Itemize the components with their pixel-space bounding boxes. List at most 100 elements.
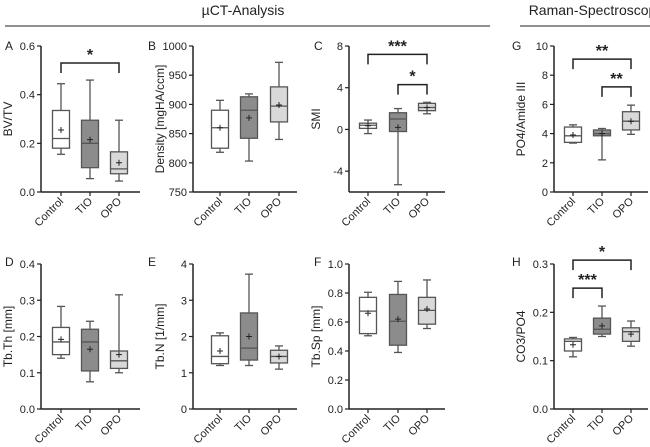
section-title-raman: Raman-Spectroscopy [529,2,650,18]
y-tick-label: 0.6 [20,41,35,53]
y-tick-label: 1000 [163,41,187,53]
panel-f: F 0.0 0.2 0.4 0.6 0.8 1.0 Tb.Sp [mm] Control TIO O… [309,255,445,446]
x-tick-label: TIO [233,412,255,434]
x-tick-label: TIO [382,412,404,434]
x-tick-label: OPO [258,412,284,438]
box-control [563,336,583,358]
y-axis-label: PO4/Amide III [514,82,528,157]
y-tick-label: 6 [542,99,548,111]
y-axis-label: CO3/PO4 [514,310,528,362]
y-tick-label: 8 [337,41,343,53]
mean-marker [276,353,282,360]
mean-marker [365,122,371,129]
y-tick-label: 0.6 [328,317,343,329]
x-tick-label: OPO [98,195,124,221]
y-axis-label: Tb.Sp [mm] [309,305,323,367]
mean-marker [58,126,64,133]
mean-marker [276,101,282,108]
x-tick-label: Control [340,196,374,230]
y-tick-label: 0.4 [20,259,35,271]
mean-marker [365,310,371,317]
box-tio [80,79,100,180]
significance-bracket [572,287,603,299]
y-axis-label: BV/TV [1,102,15,137]
mean-marker [116,351,122,358]
box-opo [109,119,129,182]
x-tick-label: TIO [74,195,96,217]
significance-label: *** [388,38,407,55]
x-tick-label: TIO [586,412,608,434]
y-tick-label: 1.0 [328,259,343,271]
y-tick-label: 0.1 [533,356,548,368]
mean-marker [628,118,634,125]
mean-marker [395,316,401,323]
mean-marker [217,348,223,354]
x-tick-label: TIO [382,195,404,217]
x-tick-label: OPO [610,195,636,221]
y-tick-label: 4 [181,259,187,271]
y-tick-label: 2 [542,158,548,170]
mean-marker [246,333,252,340]
y-axis-label: Tb.N [1/mm] [153,303,167,369]
panel-d: D 0.0 0.1 0.2 0.3 0.4 Tb.Th [mm] Control TIO OPO [1,255,140,446]
x-tick-label: Control [33,196,67,230]
box-opo [269,61,289,141]
significance-label: *** [578,272,597,289]
x-tick-label: OPO [406,195,432,221]
panel-h: H 0.0 0.1 0.2 0.3 CO3/PO4 Control TIO OPO **** [512,244,648,446]
x-tick-label: Control [340,413,374,447]
panel-letter: C [314,39,323,53]
y-tick-label: 0 [337,124,343,136]
mean-marker [116,159,122,166]
y-tick-label: 0.0 [20,187,35,199]
significance-bracket [572,58,632,70]
panel-letter: A [5,39,13,53]
mean-marker [628,331,634,338]
y-tick-label: 0.0 [20,404,35,416]
significance-bracket [397,83,428,95]
y-tick-label: 0.4 [328,346,343,358]
section-title-uct: µCT-Analysis [202,2,285,18]
x-tick-label: Control [192,196,226,230]
y-tick-label: 750 [169,187,187,199]
mean-marker [395,124,401,131]
panel-b: B 750 800 850 900 950 1000 Density [mgHA/ccm] Co… [148,39,297,229]
y-tick-label: 0.3 [533,259,548,271]
y-tick-label: 0.1 [20,368,35,380]
box-tio [239,93,259,162]
mean-marker [424,104,430,111]
y-tick-label: 800 [169,158,187,170]
y-axis-label: Tb.Th [mm] [1,306,15,367]
panel-letter: F [314,255,321,269]
panel-e: E 0 1 2 3 4 Tb.N [1/mm] Control TIO OPO [148,255,297,446]
x-tick-label: Control [545,413,579,447]
significance-label: ** [610,71,623,88]
iqr-box [109,350,129,370]
box-tio [592,305,612,338]
box-opo [269,345,289,370]
mean-marker [424,305,430,312]
y-tick-label: 0.0 [533,404,548,416]
x-tick-label: OPO [258,195,284,221]
box-tio [592,127,612,161]
box-opo [621,104,641,135]
box-control [358,291,378,337]
mean-marker [599,130,605,137]
y-tick-label: 850 [169,129,187,141]
mean-marker [87,346,93,353]
y-tick-label: 4 [542,129,548,141]
box-control [210,332,230,367]
x-tick-label: Control [33,413,67,447]
panel-a: A 0.0 0.2 0.4 0.6 BV/TV Control TIO OPO * [1,39,140,229]
y-tick-label: -4 [333,166,343,178]
y-tick-label: 3 [181,295,187,307]
box-opo [417,101,437,115]
x-tick-label: Control [545,196,579,230]
x-tick-label: OPO [406,412,432,438]
box-opo [621,320,641,347]
significance-bracket [60,62,120,74]
y-tick-label: 0.8 [328,288,343,300]
mean-marker [570,341,576,348]
y-tick-label: 0.2 [533,307,548,319]
